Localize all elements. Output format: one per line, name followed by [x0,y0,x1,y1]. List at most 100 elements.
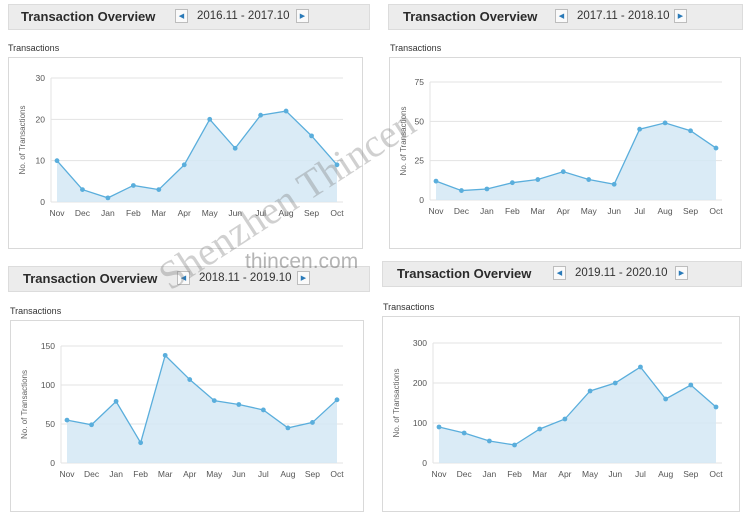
x-tick-label: Dec [457,469,473,479]
data-point[interactable] [236,402,242,407]
data-point[interactable] [537,426,543,432]
data-point[interactable] [484,186,490,192]
area-fill [439,367,716,463]
area-fill [436,122,716,200]
data-point[interactable] [156,187,162,193]
watermark-url: thincen.com [245,250,359,273]
x-tick-label: Aug [658,206,673,216]
panel-title: Transaction Overview [397,266,532,281]
x-tick-label: Jul [635,469,646,479]
data-point[interactable] [688,382,694,388]
x-tick-label: Jan [109,469,123,479]
x-tick-label: Nov [59,469,75,479]
x-tick-label: Oct [709,469,723,479]
data-point[interactable] [334,162,340,168]
x-tick-label: Nov [431,469,447,479]
x-tick-label: Apr [178,208,191,218]
x-tick-label: Sep [683,469,698,479]
data-point[interactable] [181,162,187,168]
data-point[interactable] [637,126,643,132]
data-point[interactable] [688,128,693,134]
panel-header: Transaction Overview ◀ 2018.11 - 2019.10… [8,266,370,292]
data-point[interactable] [113,398,119,404]
data-point[interactable] [509,180,515,186]
panel-header: Transaction Overview ◀ 2016.11 - 2017.10… [8,4,370,30]
data-point[interactable] [283,108,289,114]
data-point[interactable] [64,417,70,423]
data-point[interactable] [80,187,85,193]
x-tick-label: Aug [280,469,295,479]
y-axis-label: No. of Transactions [18,106,27,175]
data-point[interactable] [138,440,144,446]
x-tick-label: Jul [258,469,269,479]
panel-header: Transaction Overview ◀ 2019.11 - 2020.10… [382,261,742,287]
y-tick-label: 50 [46,419,56,429]
data-point[interactable] [586,177,592,182]
data-point[interactable] [258,112,264,118]
data-point[interactable] [461,430,467,436]
data-point[interactable] [436,424,442,430]
data-point[interactable] [562,416,568,422]
data-point[interactable] [663,396,669,402]
x-tick-label: Apr [558,469,571,479]
data-point[interactable] [535,177,541,182]
series-line [56,110,338,199]
data-point[interactable] [713,404,719,410]
date-range: 2018.11 - 2019.10 [199,272,292,284]
date-range: 2019.11 - 2020.10 [575,267,668,279]
y-axis-label: No. of Transactions [399,107,408,176]
data-point[interactable] [187,377,193,382]
x-tick-label: Jun [228,208,242,218]
data-point[interactable] [162,352,168,358]
chart-heading: Transactions [390,43,442,53]
data-point[interactable] [433,178,439,184]
data-point[interactable] [211,398,217,403]
y-tick-label: 100 [41,380,55,390]
x-tick-label: May [202,208,219,218]
data-point[interactable] [89,422,94,428]
y-tick-label: 0 [422,458,427,468]
chevron-left-icon[interactable]: ◀ [175,9,188,23]
data-point[interactable] [612,380,618,386]
data-point[interactable] [334,397,340,403]
data-point[interactable] [486,438,492,444]
chevron-right-icon[interactable]: ▶ [674,9,687,23]
transactions-chart: 0 50 100 150 Nov Dec Jan Feb Mar Apr May Jun Jul Aug S… [20,341,344,479]
data-point[interactable] [587,388,593,394]
data-point[interactable] [232,145,238,151]
data-point[interactable] [611,181,617,187]
data-point[interactable] [662,120,668,126]
chevron-right-icon[interactable]: ▶ [297,271,310,285]
data-point[interactable] [560,169,566,175]
data-point[interactable] [512,442,517,448]
data-point[interactable] [285,425,291,431]
chevron-left-icon[interactable]: ◀ [553,266,566,280]
data-point[interactable] [310,420,315,425]
y-tick-label: 150 [41,341,55,351]
chart-container: 0 100 200 300 Nov Dec Jan Feb Mar Apr May Jun Jul Aug… [382,316,740,512]
x-tick-label: May [206,469,223,479]
x-tick-label: Aug [279,208,294,218]
chevron-right-icon[interactable]: ▶ [296,9,309,23]
x-tick-label: Jul [255,208,266,218]
chevron-right-icon[interactable]: ▶ [675,266,688,280]
y-tick-label: 200 [413,378,427,388]
data-point[interactable] [459,188,464,193]
data-point[interactable] [130,183,136,188]
data-point[interactable] [713,145,719,151]
data-point[interactable] [638,364,643,370]
chevron-left-icon[interactable]: ◀ [555,9,568,23]
data-point[interactable] [105,195,111,201]
y-tick-label: 0 [40,197,45,207]
data-point[interactable] [309,133,314,139]
x-tick-label: Feb [505,206,520,216]
data-point[interactable] [54,158,60,164]
chevron-left-icon[interactable]: ◀ [177,271,190,285]
chart-heading: Transactions [10,306,62,316]
x-tick-label: Dec [84,469,100,479]
x-tick-label: Oct [709,206,723,216]
data-point[interactable] [207,116,213,122]
x-tick-label: Mar [530,206,545,216]
x-tick-label: Nov [49,208,65,218]
data-point[interactable] [260,407,266,413]
